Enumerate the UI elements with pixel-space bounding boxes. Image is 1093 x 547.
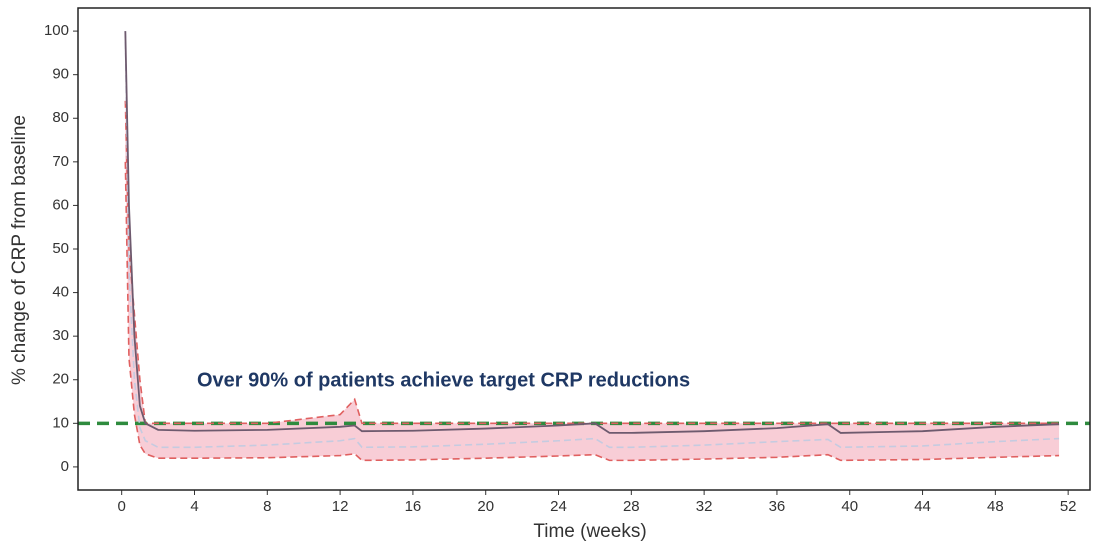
y-tick-label: 20 [52, 371, 69, 388]
series-line [124, 161, 1060, 462]
x-tick-label: 36 [769, 498, 786, 515]
series-line [124, 31, 1060, 449]
y-tick-label: 70 [52, 153, 69, 170]
y-axis-label: % change of CRP from baseline [9, 115, 30, 385]
y-tick-label: 100 [44, 22, 69, 39]
x-tick-label: 0 [118, 498, 126, 515]
x-tick-label: 24 [550, 498, 567, 515]
x-tick-label: 28 [623, 498, 640, 515]
x-tick-label: 4 [190, 498, 198, 515]
annotation: Over 90% of patients achieve target CRP … [197, 369, 690, 391]
y-tick-label: 10 [52, 414, 69, 431]
x-tick-label: 48 [987, 498, 1004, 515]
series-line [124, 31, 1060, 434]
ci-band [125, 100, 1060, 461]
x-tick-label: 52 [1060, 498, 1077, 515]
y-tick-label: 90 [52, 66, 69, 83]
plot-frame [77, 7, 1091, 491]
y-tick-label: 80 [52, 109, 69, 126]
x-axis-label: Time (weeks) [533, 521, 646, 542]
y-tick-label: 40 [52, 284, 69, 301]
x-tick-label: 32 [696, 498, 713, 515]
x-tick-label: 16 [405, 498, 422, 515]
y-tick-label: 50 [52, 240, 69, 257]
series-line [124, 100, 1060, 425]
y-tick-label: 30 [52, 327, 69, 344]
x-tick-label: 8 [263, 498, 271, 515]
x-tick-label: 40 [841, 498, 858, 515]
x-tick-label: 12 [332, 498, 349, 515]
x-tick-label: 44 [914, 498, 931, 515]
x-tick-label: 20 [477, 498, 494, 515]
y-tick-label: 0 [61, 458, 69, 475]
y-tick-label: 60 [52, 196, 69, 213]
